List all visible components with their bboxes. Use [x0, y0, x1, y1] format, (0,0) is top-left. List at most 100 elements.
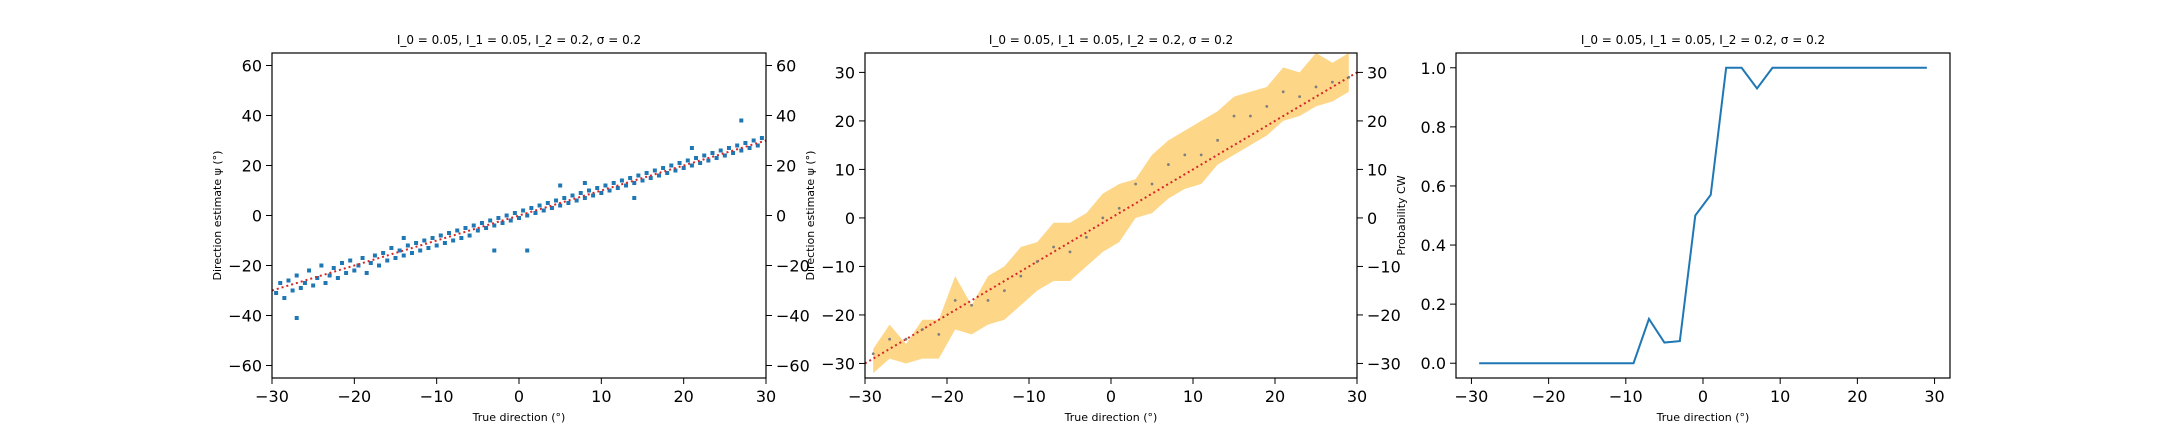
x-tick-label: −10 [1609, 387, 1643, 406]
y-tick-label: 1.0 [1421, 59, 1446, 78]
scatter-point [471, 223, 476, 228]
right-y-tick-label: 40 [776, 107, 796, 126]
scatter-point [739, 148, 744, 153]
scatter-point [578, 191, 583, 195]
y-tick-label: 20 [835, 112, 855, 131]
chart-panel-1: −30 −20 −10 0 10 20 30−60−40−200204060−60−40−2… [211, 33, 810, 424]
scatter-point [335, 276, 340, 280]
mean-point [871, 352, 875, 356]
right-y-tick-label: 0 [1367, 209, 1377, 228]
right-y-tick-label: −20 [1367, 306, 1401, 325]
y-tick-label: 10 [835, 160, 855, 179]
scatter-point [286, 278, 291, 283]
plot-area [865, 53, 1357, 374]
scatter-point [298, 286, 303, 290]
scatter-point [755, 143, 760, 148]
scatter-point [409, 251, 414, 255]
x-tick-label: −10 [1012, 387, 1046, 406]
mean-point [1003, 289, 1006, 293]
scatter-point [401, 236, 406, 240]
mean-point [970, 303, 973, 307]
y-tick-label: −40 [228, 307, 262, 326]
scatter-point [393, 256, 398, 260]
mean-point [1232, 114, 1236, 118]
scatter-point [570, 193, 575, 198]
scatter-point [290, 288, 295, 293]
scatter-point [665, 171, 670, 175]
scatter-point [694, 156, 699, 160]
x-tick-label: 10 [1770, 387, 1790, 406]
mean-point [1150, 182, 1154, 186]
scatter-point [731, 151, 736, 155]
right-y-tick-label: 0 [776, 207, 786, 226]
scatter-point [381, 251, 386, 255]
scatter-point [628, 176, 633, 180]
scatter-point [661, 166, 666, 170]
x-tick-label: 30 [1347, 387, 1367, 406]
right-y-tick-label: −40 [776, 307, 810, 326]
mean-point [1117, 206, 1121, 210]
y-tick-label: 0 [252, 207, 262, 226]
scatter-point [640, 178, 645, 183]
scatter-point [508, 218, 513, 223]
scatter-point [718, 148, 723, 153]
x-tick-label: 0 [1106, 387, 1116, 406]
scatter-point [677, 161, 682, 165]
scatter-point [479, 221, 484, 225]
x-tick-label: −30 [1455, 387, 1489, 406]
scatter-point [331, 266, 336, 270]
probability-curve [1479, 66, 1927, 365]
scatter-point [743, 141, 748, 145]
scatter-point [327, 273, 332, 278]
mean-point [1085, 235, 1088, 239]
mean-point [1298, 95, 1301, 99]
scatter-point [702, 153, 707, 158]
y-axis-label: Direction estimate ψ (°) [211, 151, 224, 281]
scatter-point [689, 163, 694, 168]
identity-line [865, 71, 1357, 365]
mean-point [953, 298, 957, 302]
scatter-point [356, 263, 361, 268]
scatter-point [447, 231, 452, 235]
scatter-point [344, 271, 349, 275]
x-axis-label: True direction (°) [1064, 411, 1158, 424]
right-y-tick-label: −10 [1367, 257, 1401, 276]
scatter-point [549, 206, 554, 210]
scatter-point [488, 218, 493, 223]
scatter-point [759, 136, 764, 140]
mean-point [888, 337, 891, 341]
scatter-point [525, 213, 530, 218]
scatter-point [418, 248, 423, 253]
scatter-point [545, 201, 550, 205]
scatter-point [673, 168, 678, 173]
scatter-point [492, 223, 497, 228]
x-tick-label: 20 [673, 387, 693, 406]
scatter-point [426, 246, 431, 250]
scatter-point [714, 156, 719, 160]
scatter-point [500, 221, 505, 225]
scatter-point [430, 236, 435, 240]
scatter-point [656, 173, 661, 178]
scatter-point [541, 208, 546, 213]
scatter-point [438, 233, 443, 238]
axes-frame [1455, 52, 1951, 379]
scatter-point [484, 226, 489, 230]
right-y-tick-label: 20 [1367, 112, 1387, 131]
scatter-point [632, 181, 637, 185]
right-y-tick-label: −30 [1367, 354, 1401, 373]
chart-panel-3: −30 −20 −10 0 10 20 30 0.0 0.2 0.4 0.6 0.8 1.0 True d… [1395, 33, 1951, 424]
mean-point [1167, 163, 1170, 166]
x-tick-label: 10 [591, 387, 611, 406]
scatter-point [414, 241, 419, 245]
scatter-point [574, 198, 579, 203]
scatter-point [385, 258, 390, 263]
y-tick-label: 20 [242, 157, 262, 176]
x-tick-label: 0 [514, 387, 524, 406]
scatter-point [566, 201, 571, 205]
confidence-band [873, 53, 1349, 374]
y-tick-label: 0 [845, 209, 855, 228]
y-tick-label: −10 [821, 257, 855, 276]
scatter-point [558, 203, 563, 208]
